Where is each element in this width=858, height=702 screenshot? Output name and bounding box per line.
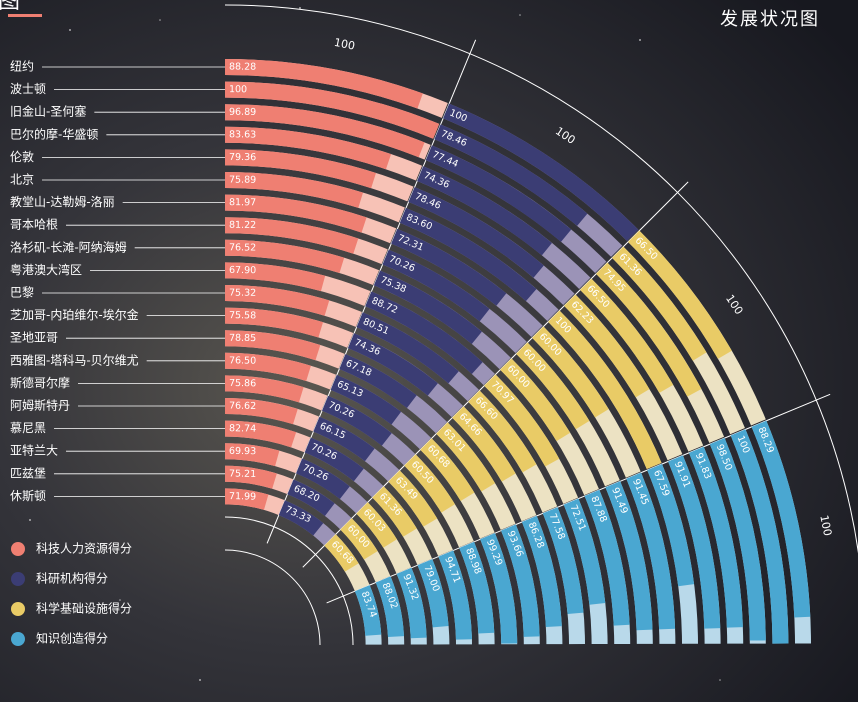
value-label: 76.52 (229, 242, 256, 253)
value-label: 83.63 (229, 129, 256, 140)
header-underline (8, 14, 42, 17)
category-label: 亚特兰大 (10, 443, 58, 458)
legend-swatch (11, 572, 25, 586)
category-label: 纽约 (10, 59, 34, 74)
value-label: 100 (229, 84, 247, 95)
category-label: 北京 (10, 173, 34, 187)
legend-label: 科学基础设施得分 (36, 601, 132, 616)
value-label: 76.62 (229, 401, 256, 412)
value-label: 82.74 (229, 423, 256, 435)
value-label: 81.97 (229, 197, 256, 208)
value-label: 75.21 (229, 468, 256, 480)
category-label: 芝加哥-内珀维尔-埃尔金 (10, 307, 139, 322)
category-label: 洛杉矶-长滩-阿纳海姆 (10, 239, 127, 254)
category-label: 教堂山-达勒姆-洛丽 (10, 194, 115, 209)
value-label: 75.58 (229, 310, 256, 321)
value-label: 67.90 (229, 265, 256, 276)
value-label: 76.50 (229, 355, 256, 366)
value-label: 96.89 (229, 107, 256, 118)
category-label: 匹兹堡 (10, 465, 46, 480)
value-label: 81.22 (229, 220, 256, 231)
value-label: 78.85 (229, 333, 256, 344)
category-label: 休斯顿 (10, 489, 46, 503)
category-label: 慕尼黑 (10, 421, 46, 435)
value-label: 88.28 (229, 62, 256, 73)
header-fragment: 图 (0, 0, 20, 14)
value-label: 75.86 (229, 378, 256, 389)
category-label: 粤港澳大湾区 (10, 262, 82, 277)
category-label: 西雅图-塔科马-贝尔维尤 (10, 352, 139, 367)
value-label: 71.99 (229, 491, 256, 503)
legend-swatch (11, 632, 25, 646)
value-label: 75.89 (229, 175, 256, 186)
category-label: 伦敦 (10, 149, 34, 164)
category-label: 波士顿 (10, 82, 46, 96)
category-label: 圣地亚哥 (10, 331, 58, 345)
category-label: 斯德哥尔摩 (10, 375, 70, 390)
legend-label: 科研机构得分 (36, 571, 108, 586)
chart: 图 发展状况图 100100100100纽约88.2810066.5088.29… (0, 0, 858, 702)
legend-label: 科技人力资源得分 (36, 541, 132, 556)
value-label: 69.93 (229, 446, 256, 458)
category-label: 哥本哈根 (10, 218, 58, 232)
legend-swatch (11, 602, 25, 616)
category-label: 巴尔的摩-华盛顿 (10, 126, 98, 141)
category-label: 巴黎 (10, 286, 34, 300)
chart-title: 发展状况图 (720, 9, 820, 30)
value-label: 75.32 (229, 288, 256, 299)
category-label: 阿姆斯特丹 (10, 398, 70, 413)
value-label: 79.36 (229, 152, 256, 163)
category-label: 旧金山-圣何塞 (10, 104, 86, 119)
legend-label: 知识创造得分 (36, 631, 108, 646)
legend-swatch (11, 542, 25, 556)
